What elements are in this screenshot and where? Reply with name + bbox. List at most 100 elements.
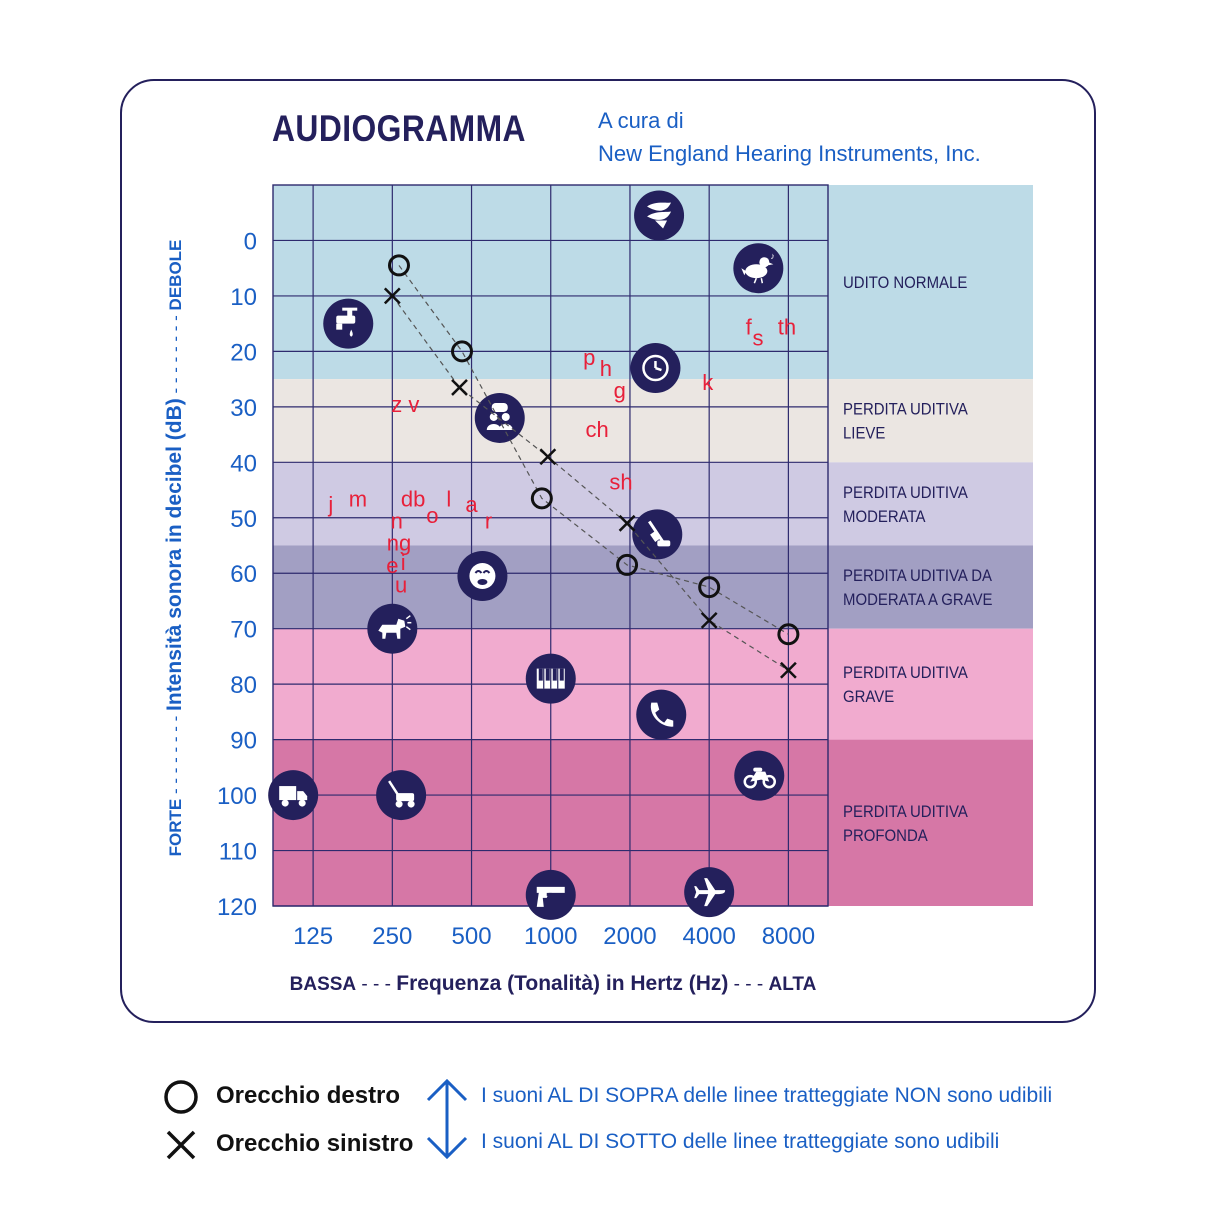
phoneme-label: h xyxy=(600,356,612,381)
below-line-note: I suoni AL DI SOTTO delle linee trattegg… xyxy=(481,1130,1000,1153)
band-label-3: PERDITA UDITIVA DA MODERATA A GRAVE xyxy=(843,567,993,609)
truck-icon xyxy=(268,770,319,821)
chart-title: AUDIOGRAMMA xyxy=(272,108,526,149)
right-ear-point xyxy=(387,254,410,277)
x-axis-low-label: BASSA xyxy=(290,974,357,995)
phoneme-label: a xyxy=(465,492,478,517)
subtitle-line-2: New England Hearing Instruments, Inc. xyxy=(598,141,981,166)
phoneme-label: p xyxy=(583,345,595,370)
x-tick-label: 250 xyxy=(372,923,412,950)
series-line-0 xyxy=(398,265,789,635)
audiogram-card xyxy=(120,79,1096,1023)
phoneme-label: db xyxy=(401,486,425,511)
y-tick-label: 90 xyxy=(230,728,257,755)
up-down-arrow-icon xyxy=(426,1078,468,1160)
phoneme-label: sh xyxy=(609,470,632,495)
left-ear-point xyxy=(383,287,401,305)
phoneme-label: m xyxy=(349,486,367,511)
y-tick-label: 70 xyxy=(230,617,257,644)
airplane-icon xyxy=(684,867,735,918)
crying-baby-icon xyxy=(457,551,508,602)
left-ear-legend-marker xyxy=(166,1130,196,1160)
subtitle: A cura di New England Hearing Instrument… xyxy=(598,104,981,170)
band-label-2: PERDITA UDITIVA MODERATA xyxy=(843,484,968,526)
right-ear-legend-label: Orecchio destro xyxy=(216,1082,401,1109)
y-axis-title: FORTE - - - - - - - - Intensità sonora i… xyxy=(163,240,186,857)
telephone-icon xyxy=(636,689,687,740)
right-ear-point xyxy=(451,340,474,363)
phoneme-label: g xyxy=(614,378,626,403)
leaves-icon xyxy=(634,190,685,241)
left-ear-point xyxy=(780,661,797,679)
x-axis-title: BASSA - - - Frequenza (Tonalità) in Hert… xyxy=(290,972,817,995)
band-label-0: UDITO NORMALE xyxy=(843,274,967,292)
right-ear-point xyxy=(777,623,800,646)
phoneme-label: r xyxy=(485,509,492,534)
band-label-4: PERDITA UDITIVA GRAVE xyxy=(843,664,968,706)
right-ear-point xyxy=(530,487,553,510)
x-tick-label: 2000 xyxy=(603,923,656,950)
clock-icon xyxy=(630,343,681,394)
band-5 xyxy=(273,739,1033,906)
phoneme-label: ng xyxy=(387,531,411,556)
bird-icon: ♪ xyxy=(733,243,784,294)
y-tick-label: 120 xyxy=(217,894,257,921)
phoneme-label: ch xyxy=(585,417,608,442)
left-ear-point xyxy=(700,611,718,629)
band-1 xyxy=(273,379,1033,463)
motorcycle-icon xyxy=(734,750,785,801)
phoneme-label: u xyxy=(395,572,407,597)
phoneme-label: z v xyxy=(391,392,419,417)
subtitle-line-1: A cura di xyxy=(598,108,684,133)
right-ear-point xyxy=(616,553,639,576)
piano-icon xyxy=(525,653,576,704)
left-ear-point xyxy=(451,379,468,396)
dripping-faucet-icon xyxy=(323,298,374,349)
gun-icon xyxy=(525,869,576,920)
y-tick-label: 40 xyxy=(230,450,257,477)
y-tick-label: 110 xyxy=(219,839,257,866)
left-ear-legend-label: Orecchio sinistro xyxy=(216,1130,414,1157)
y-tick-label: 50 xyxy=(230,506,257,533)
phoneme-label: n xyxy=(391,509,403,534)
barking-dog-icon xyxy=(367,603,418,654)
lawn-mower-icon xyxy=(376,770,427,821)
phoneme-label: l xyxy=(446,486,451,511)
x-tick-label: 8000 xyxy=(762,923,815,950)
band-label-1: PERDITA UDITIVA LIEVE xyxy=(843,401,968,443)
series-line-1 xyxy=(391,295,789,671)
y-tick-label: 0 xyxy=(244,228,257,255)
y-tick-label: 20 xyxy=(230,339,257,366)
x-axis-high-label: ALTA xyxy=(769,974,817,995)
phoneme-label: th xyxy=(778,314,796,339)
x-tick-label: 125 xyxy=(293,923,333,950)
phoneme-label: f xyxy=(746,314,753,339)
x-axis-label: Frequenza (Tonalità) in Hertz (Hz) xyxy=(396,972,728,995)
phoneme-label: i xyxy=(401,550,406,575)
x-tick-label: 1000 xyxy=(524,923,577,950)
y-tick-label: 30 xyxy=(230,395,257,422)
x-tick-label: 4000 xyxy=(682,923,735,950)
phoneme-label: s xyxy=(752,326,763,351)
phoneme-label: k xyxy=(702,370,714,395)
y-axis-weak-label: DEBOLE xyxy=(166,240,185,311)
svg-text:♪: ♪ xyxy=(770,251,775,261)
y-tick-label: 60 xyxy=(230,561,257,588)
y-axis-strong-label: FORTE xyxy=(166,799,185,857)
x-tick-label: 500 xyxy=(452,923,492,950)
left-ear-point xyxy=(618,514,636,532)
phoneme-label: o xyxy=(426,503,438,528)
y-tick-label: 80 xyxy=(230,672,257,699)
people-talking-icon xyxy=(474,392,525,443)
phoneme-label: j xyxy=(327,492,333,517)
band-label-5: PERDITA UDITIVA PROFONDA xyxy=(843,803,968,845)
vacuum-cleaner-icon xyxy=(632,509,683,560)
right-ear-legend-marker xyxy=(164,1080,198,1114)
above-line-note: I suoni AL DI SOPRA delle linee trattegg… xyxy=(481,1084,1053,1107)
y-tick-label: 100 xyxy=(217,783,257,810)
y-tick-label: 10 xyxy=(230,284,257,311)
right-ear-point xyxy=(698,576,721,599)
y-axis-label: Intensità sonora in decibel (dB) xyxy=(163,398,186,711)
left-ear-point xyxy=(539,448,557,466)
